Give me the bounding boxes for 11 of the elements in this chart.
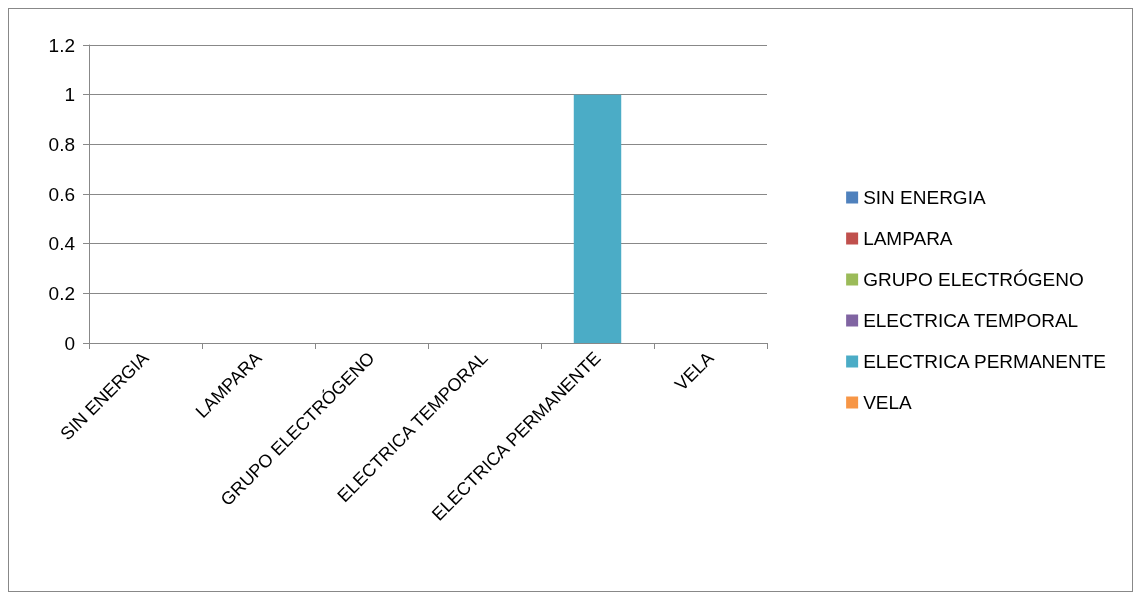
y-tick-label: 0.6 xyxy=(48,183,75,205)
legend-label: GRUPO ELECTRÓGENO xyxy=(863,269,1084,290)
y-tick-label: 1.2 xyxy=(48,34,75,56)
y-tick-label: 0.4 xyxy=(48,233,76,255)
y-tick-label: 0 xyxy=(64,332,75,354)
y-tick-label: 0.2 xyxy=(48,282,75,304)
y-tick-label: 0.8 xyxy=(48,133,75,155)
legend-label: SIN ENERGIA xyxy=(863,187,986,208)
y-tick-label: 1 xyxy=(64,84,75,106)
legend-label: ELECTRICA TEMPORAL xyxy=(863,310,1079,331)
legend-label: LAMPARA xyxy=(863,228,953,249)
